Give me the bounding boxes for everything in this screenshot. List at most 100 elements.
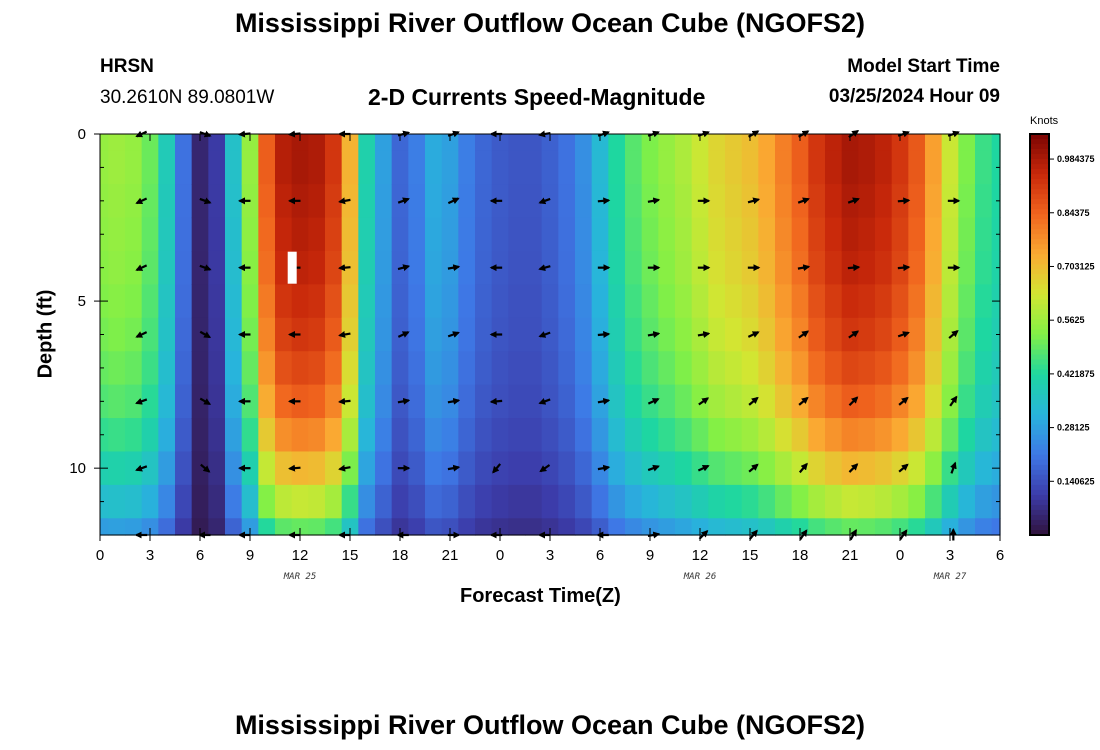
heatmap-cell bbox=[675, 418, 693, 453]
colorbar-segment bbox=[1030, 494, 1049, 501]
heatmap-cell bbox=[958, 284, 976, 319]
heatmap-cell bbox=[358, 250, 376, 285]
heatmap-cell bbox=[975, 451, 993, 486]
heatmap-cell bbox=[575, 317, 593, 352]
current-vector-arrow bbox=[338, 331, 351, 338]
heatmap-cell bbox=[925, 518, 943, 536]
heatmap-cell bbox=[441, 351, 459, 386]
heatmap-cell bbox=[608, 184, 626, 219]
heatmap-cell bbox=[875, 351, 893, 386]
heatmap-cell bbox=[825, 150, 843, 185]
heatmap-cell bbox=[641, 284, 659, 319]
heatmap-cell bbox=[908, 250, 926, 285]
heatmap-cell bbox=[975, 184, 993, 219]
heatmap-cell bbox=[908, 150, 926, 185]
heatmap-cell bbox=[825, 418, 843, 453]
heatmap-cell bbox=[158, 518, 176, 536]
heatmap-cell bbox=[875, 418, 893, 453]
heatmap-cell bbox=[908, 518, 926, 536]
heatmap-cell bbox=[475, 217, 493, 252]
heatmap-cell bbox=[725, 317, 743, 352]
heatmap-cell bbox=[225, 351, 243, 386]
heatmap-cell bbox=[891, 217, 909, 252]
current-vector-arrow bbox=[338, 197, 351, 205]
heatmap-cell bbox=[275, 217, 293, 252]
heatmap-cell bbox=[608, 284, 626, 319]
heatmap-cell bbox=[225, 518, 243, 536]
colorbar-segment bbox=[1030, 324, 1049, 331]
heatmap-cell bbox=[758, 150, 776, 185]
heatmap-cell bbox=[258, 518, 276, 536]
current-vector-arrow bbox=[797, 264, 811, 272]
heatmap-cell bbox=[808, 284, 826, 319]
current-vector-arrow bbox=[647, 464, 660, 472]
heatmap-cell bbox=[358, 484, 376, 519]
current-vector-arrow bbox=[538, 197, 551, 205]
heatmap-cell bbox=[191, 134, 209, 152]
heatmap-cell bbox=[958, 150, 976, 185]
heatmap-cell bbox=[591, 418, 609, 453]
heatmap-cell bbox=[325, 217, 343, 252]
heatmap-cell bbox=[508, 384, 526, 419]
heatmap-cell bbox=[425, 284, 443, 319]
colorbar-tick-label: 0.984375 bbox=[1057, 154, 1095, 164]
heatmap-cell bbox=[408, 184, 426, 219]
heatmap-cell bbox=[100, 250, 109, 285]
x-tick-label: 3 bbox=[146, 547, 154, 564]
heatmap-cell bbox=[158, 134, 176, 152]
x-tick-label: 21 bbox=[442, 547, 459, 564]
heatmap-cell bbox=[191, 317, 209, 352]
current-vector-arrow bbox=[898, 396, 909, 406]
colorbar-segment bbox=[1030, 514, 1049, 521]
heatmap-cell bbox=[941, 384, 959, 419]
heatmap-cell bbox=[358, 418, 376, 453]
heatmap-cell bbox=[775, 418, 793, 453]
current-vector-arrow bbox=[539, 464, 551, 473]
current-vector-arrow bbox=[897, 331, 910, 338]
heatmap-cell bbox=[325, 284, 343, 319]
heatmap-cell bbox=[575, 150, 593, 185]
heatmap-cell bbox=[791, 150, 809, 185]
current-vector-arrow bbox=[797, 197, 810, 205]
heatmap-cell bbox=[841, 451, 859, 486]
heatmap-cell bbox=[608, 150, 626, 185]
heatmap-cell bbox=[641, 134, 659, 152]
heatmap-cell bbox=[541, 134, 559, 152]
heatmap-cell bbox=[341, 484, 359, 519]
heatmap-cell bbox=[758, 484, 776, 519]
heatmap-cell bbox=[725, 518, 743, 536]
heatmap-cell bbox=[775, 317, 793, 352]
heatmap-cell bbox=[308, 484, 326, 519]
heatmap-cell bbox=[541, 317, 559, 352]
heatmap-cell bbox=[941, 217, 959, 252]
current-vector-arrow bbox=[697, 331, 711, 338]
heatmap-cell bbox=[558, 317, 576, 352]
x-tick-label: 3 bbox=[946, 547, 954, 564]
heatmap-cell bbox=[908, 317, 926, 352]
heatmap-cell bbox=[925, 451, 943, 486]
heatmap-cell bbox=[358, 351, 376, 386]
heatmap-cell bbox=[408, 351, 426, 386]
x-tick-label: 12 bbox=[692, 547, 709, 564]
colorbar-segment bbox=[1030, 399, 1049, 406]
heatmap-cell bbox=[375, 284, 393, 319]
heatmap-cell bbox=[875, 284, 893, 319]
colorbar-segment bbox=[1030, 404, 1049, 411]
heatmap-cell bbox=[325, 351, 343, 386]
heatmap-cell bbox=[425, 317, 443, 352]
heatmap-cell bbox=[258, 184, 276, 219]
colorbar-segment bbox=[1030, 484, 1049, 491]
heatmap-cell bbox=[341, 284, 359, 319]
heatmap-cell bbox=[175, 134, 193, 152]
heatmap-cell bbox=[925, 134, 943, 152]
heatmap-cell bbox=[241, 351, 259, 386]
heatmap-cell bbox=[691, 384, 709, 419]
heatmap-cell bbox=[875, 250, 893, 285]
heatmap-cell bbox=[458, 184, 476, 219]
heatmap-cell bbox=[325, 150, 343, 185]
heatmap-cell bbox=[175, 217, 193, 252]
heatmap-cell bbox=[308, 518, 326, 536]
x-tick-label: 15 bbox=[342, 547, 359, 564]
colorbar-units: Knots bbox=[1030, 115, 1059, 127]
colorbar-segment bbox=[1030, 374, 1049, 381]
